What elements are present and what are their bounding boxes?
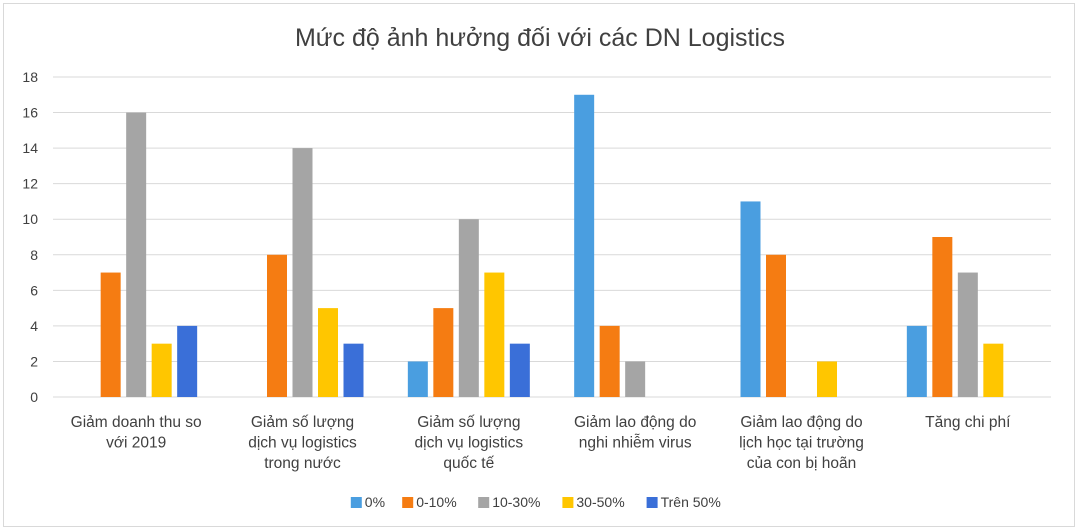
y-tick-label: 6 xyxy=(30,282,38,298)
bar xyxy=(766,254,786,397)
bar xyxy=(407,361,428,397)
y-tick-label: 8 xyxy=(30,247,38,263)
legend-swatch xyxy=(646,497,658,508)
y-tick-label: 16 xyxy=(22,105,38,121)
x-tick-label: nghi nhiễm virus xyxy=(579,435,692,452)
legend-label: Trên 50% xyxy=(661,494,721,510)
bar xyxy=(509,343,530,397)
x-tick-label: Tăng chi phí xyxy=(925,414,1011,431)
bar xyxy=(983,343,1004,397)
legend-label: 0-10% xyxy=(416,494,456,510)
bar xyxy=(100,272,121,397)
legend-label: 10-30% xyxy=(492,494,540,510)
y-tick-label: 14 xyxy=(22,140,38,156)
x-tick-label: của con bị hoãn xyxy=(747,455,856,472)
y-tick-label: 2 xyxy=(30,353,38,369)
bar xyxy=(740,201,761,397)
bar xyxy=(817,361,837,397)
legend-swatch xyxy=(478,497,490,508)
bar xyxy=(957,272,978,397)
x-tick-label: lịch học tại trường xyxy=(739,435,864,452)
x-tick-label: Giảm số lượng xyxy=(417,414,520,431)
y-tick-label: 12 xyxy=(22,176,38,192)
x-tick-label: Giảm doanh thu so xyxy=(71,414,202,431)
bar xyxy=(458,219,479,397)
legend-swatch xyxy=(402,497,414,508)
x-tick-label: với 2019 xyxy=(106,435,166,452)
y-tick-label: 10 xyxy=(22,211,38,227)
x-tick-label: trong nước xyxy=(264,455,341,472)
legend-swatch xyxy=(350,497,362,508)
chart-title: Mức độ ảnh hưởng đối với các DN Logistic… xyxy=(295,24,785,52)
legend-swatch xyxy=(562,497,574,508)
bar xyxy=(932,237,953,397)
bar xyxy=(177,325,198,397)
chart-frame xyxy=(3,3,1075,527)
bar xyxy=(318,308,338,397)
bar xyxy=(599,325,620,397)
y-tick-label: 18 xyxy=(22,69,38,85)
bar xyxy=(343,343,364,397)
bar xyxy=(267,254,287,397)
bar xyxy=(292,148,313,397)
x-tick-label: Giảm lao động do xyxy=(740,414,862,431)
x-tick-label: dịch vụ logistics xyxy=(415,435,524,452)
bar xyxy=(484,272,505,397)
bar xyxy=(433,308,454,397)
bar xyxy=(126,112,147,398)
bar xyxy=(574,94,595,398)
bar xyxy=(906,325,927,397)
x-tick-label: dịch vụ logistics xyxy=(248,435,357,452)
x-tick-label: quốc tế xyxy=(443,455,494,472)
legend-label: 30-50% xyxy=(576,494,624,510)
bar xyxy=(625,361,646,397)
x-tick-label: Giảm số lượng xyxy=(251,414,354,431)
y-tick-label: 0 xyxy=(30,389,38,405)
x-tick-label: Giảm lao động do xyxy=(574,414,696,431)
y-tick-label: 4 xyxy=(30,318,38,334)
bar xyxy=(151,343,172,397)
legend-label: 0% xyxy=(365,494,385,510)
